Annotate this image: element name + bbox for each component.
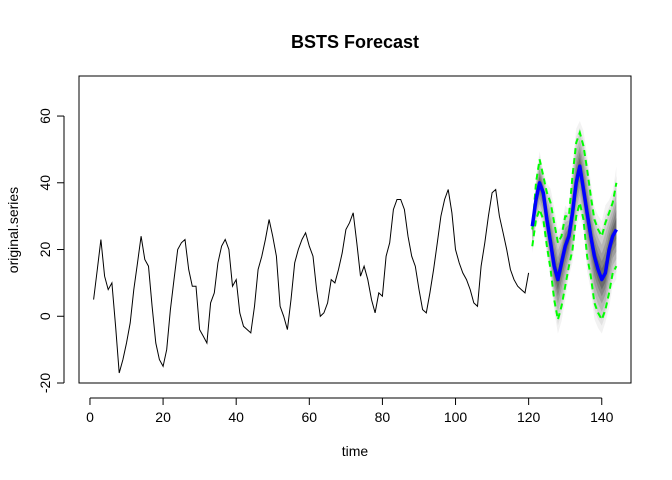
x-tick-label-80: 80 (375, 409, 391, 425)
chart-marks (93, 129, 618, 374)
chart-title: BSTS Forecast (291, 32, 419, 52)
y-tick-label-40: 40 (37, 175, 53, 191)
x-tick-label-60: 60 (302, 409, 318, 425)
forecast-median-line (530, 164, 618, 282)
x-tick-label-100: 100 (444, 409, 468, 425)
lower-interval-line (531, 202, 618, 323)
x-axis-label: time (342, 443, 369, 459)
x-tick-label-140: 140 (590, 409, 614, 425)
plot-frame (78, 75, 632, 384)
upper-interval-line (531, 129, 618, 246)
x-tick-label-40: 40 (228, 409, 244, 425)
y-tick-label-0: 0 (37, 312, 53, 320)
history-line (93, 188, 530, 374)
y-axis-label: original.series (5, 187, 21, 273)
x-tick-label-20: 20 (155, 409, 171, 425)
y-tick-label-20: 20 (37, 242, 53, 258)
chart-axes: 0 20 40 60 80 100 120 140 -20 0 20 40 60 (37, 108, 614, 425)
x-tick-label-0: 0 (86, 409, 94, 425)
y-tick-label-60: 60 (37, 108, 53, 124)
x-tick-label-120: 120 (517, 409, 541, 425)
y-tick-label--20: -20 (37, 373, 53, 393)
